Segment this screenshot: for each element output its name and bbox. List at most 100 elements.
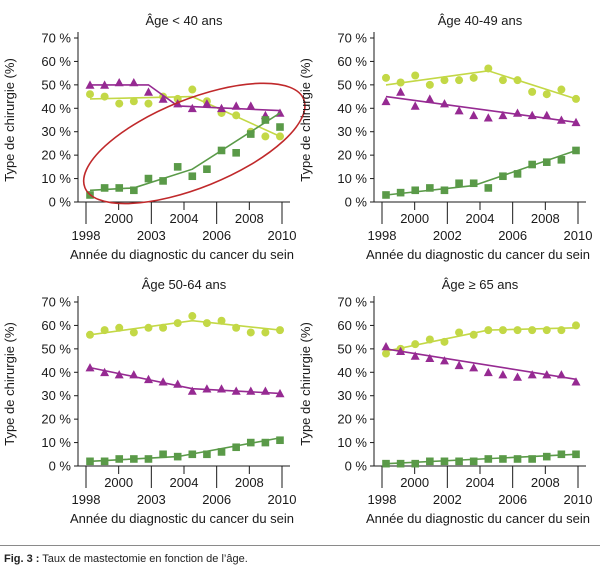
series-triangle xyxy=(381,342,581,386)
x-tick-label-top: 2000 xyxy=(104,475,133,490)
data-point xyxy=(261,328,270,337)
data-point xyxy=(115,455,124,463)
data-point xyxy=(232,443,240,452)
data-point xyxy=(411,71,420,80)
data-point xyxy=(455,328,464,337)
data-point xyxy=(381,342,391,351)
data-point xyxy=(426,184,434,192)
data-point xyxy=(542,370,552,379)
data-point xyxy=(115,99,124,108)
y-tick-label: 20 % xyxy=(41,148,71,163)
data-point xyxy=(396,87,406,96)
charts-svg: Âge < 40 ans 0 % 10 % 20 % 30 % 40 % 50 % 60 % 7… xyxy=(2,13,592,526)
x-tick-label-bottom: 2003 xyxy=(137,492,166,507)
caption-text: Taux de mastectomie en fonction de l’âge… xyxy=(39,553,248,565)
data-point xyxy=(246,101,256,110)
chart-panel-2: Âge 40-49 ans 0 % 10 % 20 % 30 % 40 % 50 % 60 %… xyxy=(298,13,592,262)
data-point xyxy=(455,179,463,188)
data-point xyxy=(159,177,167,185)
y-tick-label: 0 % xyxy=(49,195,72,210)
y-tick-label: 70 % xyxy=(337,295,367,310)
data-point xyxy=(469,179,478,188)
data-point xyxy=(410,101,420,110)
x-tick-label-bottom: 2010 xyxy=(564,228,593,243)
data-point xyxy=(217,146,226,155)
x-tick-label-bottom: 2002 xyxy=(433,492,462,507)
data-point xyxy=(231,386,241,395)
data-point xyxy=(86,330,94,339)
data-point xyxy=(114,78,124,87)
data-point xyxy=(159,450,167,459)
x-tick-label-bottom: 1998 xyxy=(368,228,397,243)
data-point xyxy=(528,455,536,463)
x-tick-label-bottom: 2002 xyxy=(433,228,462,243)
series-square xyxy=(382,450,580,468)
data-point xyxy=(528,87,537,96)
data-point xyxy=(203,165,211,173)
x-tick-label-bottom: 1998 xyxy=(72,228,101,243)
x-tick-label-top: 2004 xyxy=(466,475,495,490)
chart-panel-1: Âge < 40 ans 0 % 10 % 20 % 30 % 40 % 50 % 60 % 7… xyxy=(2,13,306,262)
y-tick-label: 0 % xyxy=(345,459,368,474)
caption-label: Fig. 3 : xyxy=(4,553,40,565)
data-point xyxy=(542,90,551,99)
data-point xyxy=(232,323,241,332)
data-point xyxy=(572,146,580,155)
data-point xyxy=(499,172,507,181)
y-axis-label: Type de chirurgie (%) xyxy=(298,58,313,182)
data-point xyxy=(440,356,449,365)
data-point xyxy=(129,97,138,106)
data-point xyxy=(188,312,197,321)
x-tick-label-top: 2008 xyxy=(531,475,560,490)
y-tick-label: 10 % xyxy=(337,435,367,450)
data-point xyxy=(217,103,226,113)
data-point xyxy=(440,99,449,108)
data-point xyxy=(129,328,138,337)
data-point xyxy=(231,101,241,110)
data-point xyxy=(425,80,434,89)
data-point xyxy=(499,455,507,463)
x-tick-label-bottom: 2010 xyxy=(268,228,297,243)
figure: Âge < 40 ans 0 % 10 % 20 % 30 % 40 % 50 % 60 % 7… xyxy=(2,13,593,526)
data-point xyxy=(144,174,153,183)
series-circle xyxy=(382,321,580,358)
data-point xyxy=(261,132,270,141)
data-point xyxy=(542,452,551,461)
data-point xyxy=(513,455,522,463)
data-point xyxy=(527,110,537,120)
series-square xyxy=(86,436,284,466)
y-tick-label: 0 % xyxy=(345,195,368,210)
data-point xyxy=(425,353,435,362)
data-point xyxy=(275,388,285,398)
data-point xyxy=(159,323,168,332)
series-triangle xyxy=(381,87,581,127)
data-point xyxy=(187,386,197,395)
data-point xyxy=(173,452,182,461)
data-point xyxy=(276,123,284,131)
data-point xyxy=(498,76,507,85)
x-tick-label-top: 2008 xyxy=(531,211,560,226)
data-point xyxy=(202,319,211,328)
data-point xyxy=(469,457,478,466)
chart-title: Âge 50-64 ans xyxy=(142,277,227,292)
data-point xyxy=(469,110,479,120)
caption-divider xyxy=(0,545,600,546)
data-point xyxy=(557,85,566,94)
series-square xyxy=(86,112,284,199)
data-point xyxy=(173,319,182,328)
data-point xyxy=(173,94,182,103)
data-point xyxy=(469,73,478,82)
data-point xyxy=(425,335,434,344)
data-point xyxy=(173,379,183,388)
data-point xyxy=(115,323,124,332)
data-point xyxy=(455,457,463,466)
data-point xyxy=(454,106,464,115)
data-point xyxy=(246,438,255,447)
y-tick-label: 10 % xyxy=(41,435,71,450)
data-point xyxy=(100,367,110,377)
y-tick-label: 40 % xyxy=(337,101,367,116)
data-point xyxy=(484,184,493,192)
data-point xyxy=(411,459,420,468)
y-tick-label: 20 % xyxy=(41,412,71,427)
data-point xyxy=(382,349,390,358)
